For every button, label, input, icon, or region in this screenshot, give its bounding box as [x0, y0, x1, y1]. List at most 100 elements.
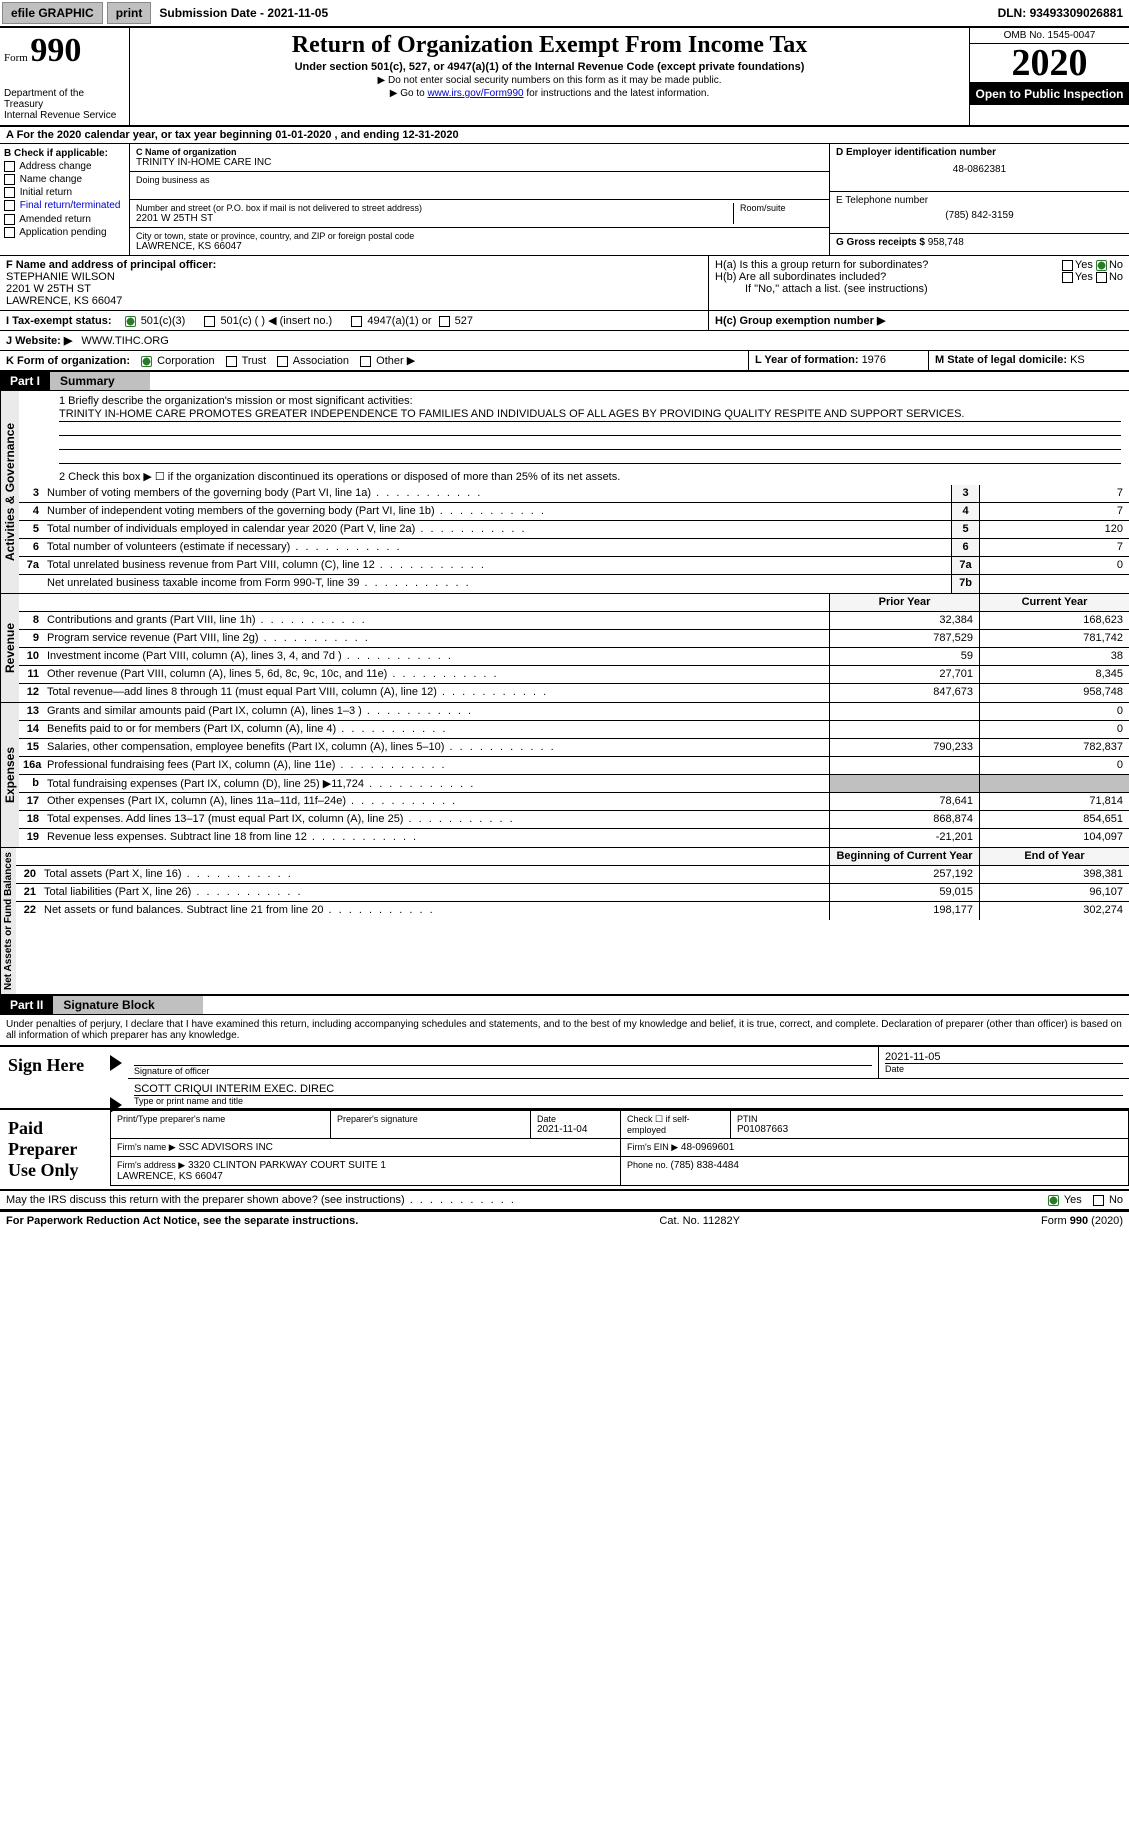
opt-name-change: Name change — [20, 174, 82, 185]
mission-blank-2 — [59, 436, 1121, 450]
website-value: WWW.TIHC.ORG — [81, 335, 168, 347]
current-val: 781,742 — [979, 630, 1129, 647]
chk-initial-return[interactable] — [4, 187, 15, 198]
prep-name-label: Print/Type preparer's name — [117, 1114, 324, 1124]
ein-value: 48-0862381 — [836, 164, 1123, 175]
submission-value: 2021-11-05 — [267, 6, 328, 20]
chk-527[interactable] — [439, 316, 450, 327]
line-num: 21 — [16, 884, 40, 901]
print-button[interactable]: print — [107, 2, 152, 24]
officer-block: F Name and address of principal officer:… — [0, 256, 1129, 311]
tax-status-label: I Tax-exempt status: — [6, 315, 112, 327]
chk-501c[interactable] — [204, 316, 215, 327]
line-desc: Professional fundraising fees (Part IX, … — [43, 757, 829, 774]
ptin-value: P01087663 — [737, 1124, 1122, 1135]
table-row: 10 Investment income (Part VIII, column … — [19, 648, 1129, 666]
ha-no[interactable] — [1096, 260, 1107, 271]
opt-app-pending: Application pending — [19, 227, 106, 238]
line-num: 15 — [19, 739, 43, 756]
prior-val: 32,384 — [829, 612, 979, 629]
arrow-icon — [110, 1055, 122, 1071]
hb-yes[interactable] — [1062, 272, 1073, 283]
submission-date: Submission Date - 2021-11-05 — [153, 3, 334, 23]
netassets-label: Net Assets or Fund Balances — [0, 848, 16, 994]
instructions-link[interactable]: www.irs.gov/Form990 — [427, 88, 523, 99]
table-row: 19 Revenue less expenses. Subtract line … — [19, 829, 1129, 847]
part1-num: Part I — [0, 372, 50, 390]
table-row: 18 Total expenses. Add lines 13–17 (must… — [19, 811, 1129, 829]
line-desc: Total unrelated business revenue from Pa… — [43, 557, 951, 574]
discuss-no[interactable] — [1093, 1195, 1104, 1206]
firm-phone: (785) 838-4484 — [671, 1160, 739, 1171]
current-val — [979, 775, 1129, 792]
part2-num: Part II — [0, 996, 53, 1014]
opt-trust: Trust — [242, 355, 267, 367]
ha-no-label: No — [1109, 259, 1123, 271]
opt-527: 527 — [455, 315, 473, 327]
chk-trust[interactable] — [226, 356, 237, 367]
prep-date: 2021-11-04 — [537, 1124, 614, 1135]
current-val: 0 — [979, 757, 1129, 774]
form-header: Form 990 Department of the Treasury Inte… — [0, 28, 1129, 127]
beg-year-header: Beginning of Current Year — [829, 848, 979, 865]
opt-501c: 501(c) ( ) ◀ (insert no.) — [220, 315, 332, 327]
line-num: 5 — [19, 521, 43, 538]
chk-app-pending[interactable] — [4, 227, 15, 238]
city-label: City or town, state or province, country… — [136, 231, 823, 241]
current-val: 71,814 — [979, 793, 1129, 810]
current-val: 398,381 — [979, 866, 1129, 883]
line-num: 11 — [19, 666, 43, 683]
table-row: 20 Total assets (Part X, line 16) 257,19… — [16, 866, 1129, 884]
tax-status-row: I Tax-exempt status: 501(c)(3) 501(c) ( … — [0, 311, 1129, 331]
chk-assoc[interactable] — [277, 356, 288, 367]
prior-val: 787,529 — [829, 630, 979, 647]
officer-city: LAWRENCE, KS 66047 — [6, 295, 702, 307]
line-num: 20 — [16, 866, 40, 883]
line-val: 0 — [979, 557, 1129, 574]
table-row: 11 Other revenue (Part VIII, column (A),… — [19, 666, 1129, 684]
line-desc: Other revenue (Part VIII, column (A), li… — [43, 666, 829, 683]
current-val: 8,345 — [979, 666, 1129, 683]
ha-yes[interactable] — [1062, 260, 1073, 271]
gov-line: 7a Total unrelated business revenue from… — [19, 557, 1129, 575]
discuss-yes[interactable] — [1048, 1195, 1059, 1206]
box-m-label: M State of legal domicile: — [935, 354, 1070, 366]
line-num: 7a — [19, 557, 43, 574]
line-num: 4 — [19, 503, 43, 520]
sig-date: 2021-11-05 — [885, 1051, 1123, 1063]
opt-amended: Amended return — [19, 214, 91, 225]
chk-final-return[interactable] — [4, 200, 15, 211]
prior-val: 790,233 — [829, 739, 979, 756]
hb-no[interactable] — [1096, 272, 1107, 283]
chk-name-change[interactable] — [4, 174, 15, 185]
org-name-label: C Name of organization — [136, 147, 823, 157]
preparer-row-3: Firm's address ▶ 3320 CLINTON PARKWAY CO… — [111, 1157, 1129, 1186]
dba-label: Doing business as — [136, 175, 823, 185]
prior-val: 59,015 — [829, 884, 979, 901]
line-num: 6 — [19, 539, 43, 556]
current-val: 38 — [979, 648, 1129, 665]
table-row: 12 Total revenue—add lines 8 through 11 … — [19, 684, 1129, 702]
chk-address-change[interactable] — [4, 161, 15, 172]
chk-other[interactable] — [360, 356, 371, 367]
efile-button[interactable]: efile GRAPHIC — [2, 2, 103, 24]
form-org-row: K Form of organization: Corporation Trus… — [0, 351, 1129, 371]
discuss-yes-label: Yes — [1064, 1194, 1082, 1206]
line-desc: Investment income (Part VIII, column (A)… — [43, 648, 829, 665]
prep-self-employed: Check ☐ if self-employed — [627, 1114, 724, 1135]
chk-501c3[interactable] — [125, 316, 136, 327]
table-row: 17 Other expenses (Part IX, column (A), … — [19, 793, 1129, 811]
part2-title: Signature Block — [53, 996, 203, 1014]
line-desc: Total fundraising expenses (Part IX, col… — [43, 775, 829, 792]
box-b-label: B Check if applicable: — [4, 148, 125, 159]
line-desc: Total expenses. Add lines 13–17 (must eq… — [43, 811, 829, 828]
chk-4947[interactable] — [351, 316, 362, 327]
org-name: TRINITY IN-HOME CARE INC — [136, 157, 823, 168]
line-num: 16a — [19, 757, 43, 774]
line-desc: Program service revenue (Part VIII, line… — [43, 630, 829, 647]
chk-amended[interactable] — [4, 214, 15, 225]
firm-phone-label: Phone no. — [627, 1160, 671, 1170]
opt-501c3: 501(c)(3) — [141, 315, 186, 327]
line-box: 5 — [951, 521, 979, 538]
chk-corp[interactable] — [141, 356, 152, 367]
